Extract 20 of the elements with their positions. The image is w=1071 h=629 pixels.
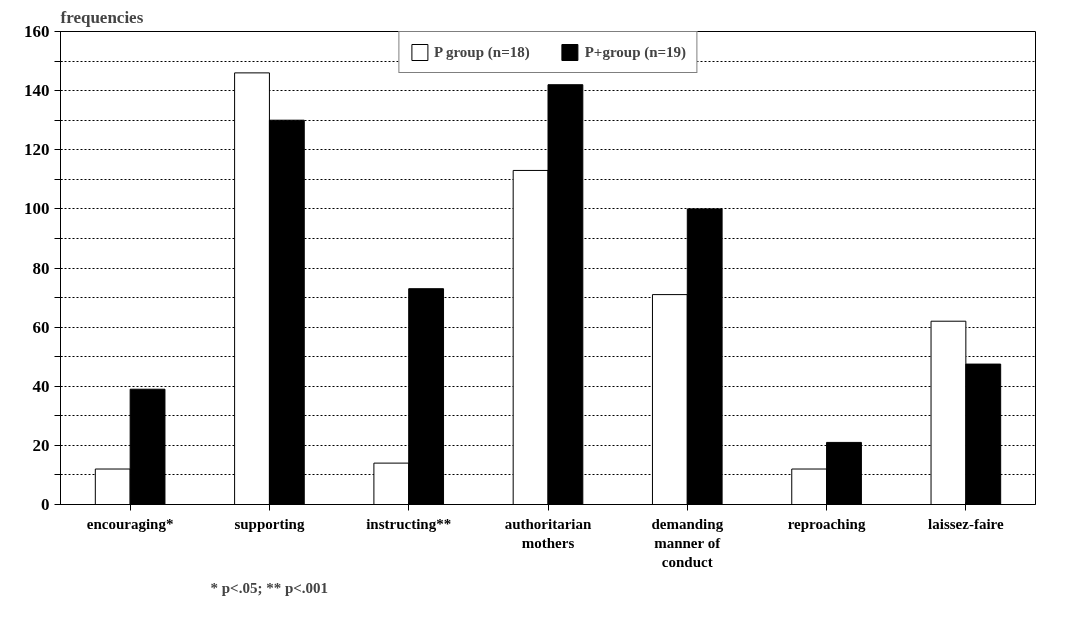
y-tick-label: 0: [41, 495, 50, 514]
y-tick-label: 80: [32, 258, 50, 278]
x-tick-label: demanding manner of conduct: [651, 515, 724, 570]
y-tick-label: 100: [24, 199, 50, 219]
x-tick-label: laissez-faire: [928, 515, 1004, 532]
y-tick-label: 40: [32, 376, 50, 396]
x-tick-label: instructing**: [366, 515, 452, 532]
y-tick-label: 140: [24, 81, 50, 101]
y-tick-label: 120: [24, 140, 50, 160]
x-tick-label: reproaching: [787, 515, 866, 532]
y-tick-label: 60: [32, 317, 50, 337]
y-axis-title: frequencies: [60, 7, 144, 27]
legend-label: P group (n=18): [433, 43, 530, 61]
y-tick-label: 20: [32, 435, 50, 455]
text: * p<.05; ** p<.001: [210, 579, 329, 596]
y-tick-label: 160: [24, 22, 50, 41]
legend-label: P+group (n=19): [584, 43, 687, 61]
x-tick-label: supporting: [234, 515, 305, 532]
x-tick-label: authoritarian mothers: [504, 515, 592, 551]
x-tick-label: encouraging*: [86, 515, 174, 532]
